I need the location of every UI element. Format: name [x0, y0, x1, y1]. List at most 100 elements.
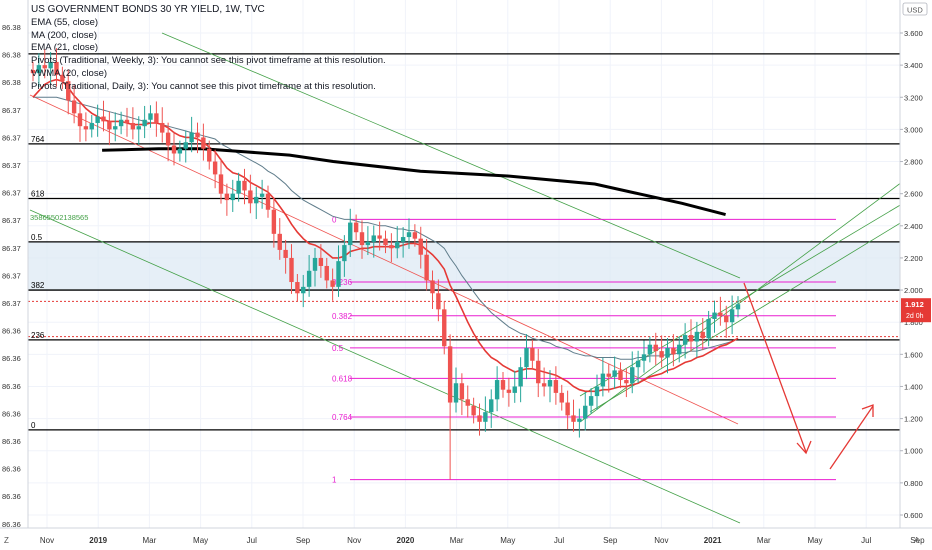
candle-body — [36, 65, 42, 74]
left-axis-label: 86.38 — [2, 78, 21, 87]
left-axis-label: 86.37 — [2, 161, 21, 170]
left-level-label: 236 — [31, 331, 45, 340]
price-tick-label: 3.000 — [904, 125, 923, 134]
candle-body — [659, 351, 664, 358]
candle-body — [289, 257, 294, 283]
left-axis-label: 86.36 — [2, 327, 21, 336]
left-axis-label: 86.38 — [2, 23, 21, 32]
left-axis-label: 86.36 — [2, 465, 21, 474]
indicator-ema55[interactable]: EMA (55, close) — [31, 16, 99, 28]
left-level-label: 618 — [31, 189, 45, 198]
candle-body — [389, 245, 394, 249]
channel-line — [579, 203, 903, 397]
down-arrow-head — [796, 440, 812, 455]
candle-body — [336, 261, 341, 287]
candle-body — [506, 389, 512, 393]
candle-body — [406, 232, 412, 238]
candle-body — [242, 180, 247, 191]
candle-body — [735, 304, 741, 310]
candle-body — [318, 257, 324, 266]
indicator-ma200[interactable]: MA (200, close) — [31, 29, 97, 41]
candle-body — [383, 238, 388, 246]
candle-body — [600, 373, 606, 387]
fibonacci-levels: 0 0.236 0.382 0.5 0.618 0.764 1 — [332, 215, 836, 485]
left-axis-label: 86.36 — [2, 492, 21, 501]
indicator-pivots-weekly[interactable]: Pivots (Traditional, Weekly, 3): You can… — [31, 55, 386, 67]
price-tick-label: 1.600 — [904, 350, 923, 359]
candle-body — [224, 193, 230, 201]
candle-body — [577, 418, 582, 422]
up-arrow-head — [861, 404, 874, 417]
candle-body — [712, 312, 717, 319]
price-tick-label: 1.400 — [904, 382, 923, 391]
candle-body — [113, 126, 118, 130]
candle-body — [618, 370, 623, 381]
indicator-ema21[interactable]: EMA (21, close) — [31, 42, 99, 54]
candle-body — [277, 233, 282, 250]
candle-body — [624, 380, 629, 384]
candle-body — [189, 132, 194, 143]
candle-body — [201, 137, 206, 149]
candle-body — [283, 249, 288, 258]
left-axis-label: 86.36 — [2, 409, 21, 418]
candle-body — [512, 386, 517, 393]
candle-body — [265, 193, 271, 210]
candle-body — [154, 113, 159, 123]
candle-body — [165, 132, 171, 146]
left-axis-label: 86.37 — [2, 106, 21, 115]
candle-body — [295, 282, 300, 294]
candle-body — [583, 405, 588, 419]
left-axis-id: 35865502138565 — [30, 213, 88, 222]
fib-level-label: 0.236 — [332, 278, 353, 287]
candle-body — [541, 383, 547, 387]
time-axis-label: Sep — [910, 536, 925, 545]
left-axis-label: 86.37 — [2, 133, 21, 142]
candle-body — [254, 196, 259, 204]
price-tick-label: 3.200 — [904, 93, 923, 102]
candle-body — [71, 100, 77, 114]
time-axis[interactable]: Nov 2019 Mar May Jul Sep Nov 2020 Mar May Jul Sep No… — [0, 527, 932, 545]
candle-body — [371, 235, 376, 242]
price-tick-label: 1.800 — [904, 318, 923, 327]
candle-body — [688, 335, 694, 342]
fib-level-label: 0.382 — [332, 312, 353, 321]
candle-body — [42, 65, 47, 69]
candle-body — [724, 315, 729, 323]
left-axis-label: 86.37 — [2, 216, 21, 225]
candle-body — [418, 238, 423, 255]
price-tick-label: 3.600 — [904, 29, 923, 38]
left-level-label: 0 — [31, 421, 36, 430]
candle-body — [171, 145, 177, 154]
price-tick-label: 2.800 — [904, 158, 923, 167]
left-level-label: 382 — [31, 281, 45, 290]
time-axis-label: Jul — [861, 536, 871, 545]
price-tick-label: 1.200 — [904, 415, 923, 424]
price-tick-label: 2.000 — [904, 286, 923, 295]
candle-body — [412, 232, 418, 239]
candle-body — [301, 286, 306, 294]
indicator-pivots-daily[interactable]: Pivots (Traditional, Daily, 3): You cann… — [31, 80, 376, 92]
candle-body — [259, 193, 265, 197]
candle-body — [647, 344, 653, 355]
time-axis-label: Nov — [40, 536, 54, 545]
currency-badge — [902, 2, 928, 16]
candle-body — [729, 309, 735, 323]
fib-level-label: 0.764 — [332, 413, 353, 422]
candle-body — [671, 347, 676, 355]
candle-body — [682, 335, 688, 345]
price-tick-label: 0.600 — [904, 511, 923, 520]
price-axis[interactable]: USD 3.600 3.400 3.200 3.000 2.800 2.600 2.400 2.… — [899, 0, 932, 528]
candle-body — [324, 265, 329, 281]
fib-level-label: 0 — [332, 215, 337, 224]
candle-body — [518, 367, 523, 387]
symbol-title[interactable]: US GOVERNMENT BONDS 30 YR YIELD, 1W, TVC — [31, 4, 265, 15]
up-arrow — [829, 405, 874, 470]
candle-body — [60, 74, 65, 82]
trend-line — [29, 209, 741, 524]
candle-body — [365, 241, 371, 246]
time-axis-label: Mar — [757, 536, 771, 545]
last-price-tag — [901, 298, 931, 323]
indicator-vwma[interactable]: VWMA (20, close) — [31, 67, 108, 79]
price-tick-label: 2.200 — [904, 254, 923, 263]
